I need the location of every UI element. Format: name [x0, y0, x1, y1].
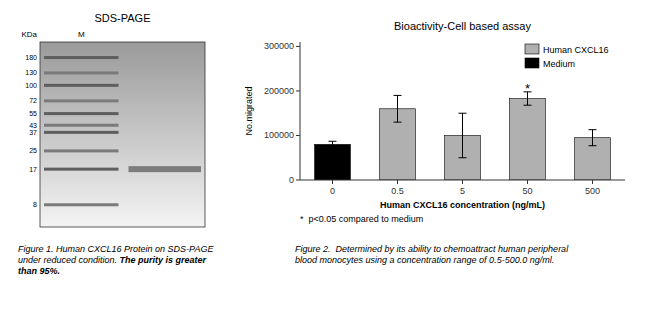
kda-label: 180: [25, 54, 37, 61]
error-bar: [394, 95, 402, 122]
caption: under reduced condition. The purity is g…: [18, 255, 207, 265]
marker-band: [44, 56, 119, 59]
error-bar: [329, 141, 337, 147]
marker-band: [44, 149, 119, 152]
caption-part: The purity is greater: [120, 255, 207, 265]
x-tick-label: 500: [585, 186, 600, 196]
kda-label: 8: [33, 201, 37, 208]
x-tick: [592, 180, 593, 184]
error-bar: [459, 113, 467, 158]
x-tick: [397, 180, 398, 184]
x-tick-label: 0.5: [391, 186, 404, 196]
x-axis: [300, 180, 625, 181]
caption: than 95%.: [18, 266, 60, 276]
y-axis: [300, 42, 301, 180]
marker-band: [44, 71, 119, 74]
legend-swatch: [525, 44, 539, 54]
caption-part: under reduced condition.: [18, 255, 120, 265]
gel-title: SDS-PAGE: [94, 12, 150, 24]
marker-band: [44, 99, 119, 102]
bar: [315, 144, 351, 180]
x-tick-label: 0: [330, 186, 335, 196]
protein-band: [129, 166, 202, 172]
y-tick-label: 0: [289, 175, 294, 185]
x-axis-label: Human CXCL16 concentration (ng/mL): [380, 200, 545, 210]
legend-label: Human CXCL16: [543, 45, 609, 55]
x-tick: [462, 180, 463, 184]
caption: Figure 1. Human CXCL16 Protein on SDS-PA…: [18, 244, 214, 254]
marker-band: [44, 168, 119, 171]
y-tick-label: 200000: [264, 86, 294, 96]
gel-panel: SDS-PAGE KDa M 180 130 100 72 55 4337 25 17 8 Figure…: [18, 12, 214, 276]
kda-label: 37: [29, 129, 37, 136]
bars: [315, 92, 611, 180]
kda-label: 17: [29, 166, 37, 173]
marker-band: [44, 203, 119, 206]
marker-band: [44, 112, 119, 115]
gel-frame: [40, 42, 205, 227]
y-axis-label: No.migrated: [244, 86, 254, 135]
marker-band: [44, 124, 119, 127]
x-tick: [527, 180, 528, 184]
kda-label: 72: [29, 97, 37, 104]
legend-label: Medium: [543, 59, 575, 69]
legend: Human CXCL16 Medium: [525, 44, 609, 69]
marker-band: [44, 131, 119, 134]
x-tick-label: 5: [460, 186, 465, 196]
footnote: * p<0.05 compared to medium: [295, 214, 423, 224]
legend-swatch: [525, 58, 539, 68]
kda-label: 100: [25, 82, 37, 89]
kda-label: 55: [29, 110, 37, 117]
y-tick: [296, 180, 300, 181]
lane-label: M: [78, 30, 85, 39]
gel-unit-label: KDa: [21, 30, 37, 39]
y-tick: [296, 46, 300, 47]
figure: SDS-PAGE KDa M 180 130 100 72 55 4337 25 17 8 Figure…: [0, 0, 645, 309]
marker-band: [44, 84, 119, 87]
kda-label: 25: [29, 147, 37, 154]
y-tick-label: 100000: [264, 130, 294, 140]
bar-panel: Bioactivity-Cell based assay 0 100000 20000…: [244, 20, 625, 265]
caption: Figure 2. Determined by its ability to c…: [295, 244, 569, 254]
bar: [510, 99, 546, 180]
y-tick: [296, 135, 300, 136]
caption: blood monocytes using a concentration ra…: [295, 255, 554, 265]
chart-title: Bioactivity-Cell based assay: [394, 20, 531, 32]
kda-label: 43: [29, 122, 37, 129]
y-tick-label: 300000: [264, 41, 294, 51]
significance-star: *: [525, 81, 530, 96]
y-tick: [296, 90, 300, 91]
x-tick-label: 50: [522, 186, 532, 196]
error-bar: [589, 130, 597, 146]
kda-label: 130: [25, 69, 37, 76]
x-tick: [332, 180, 333, 184]
